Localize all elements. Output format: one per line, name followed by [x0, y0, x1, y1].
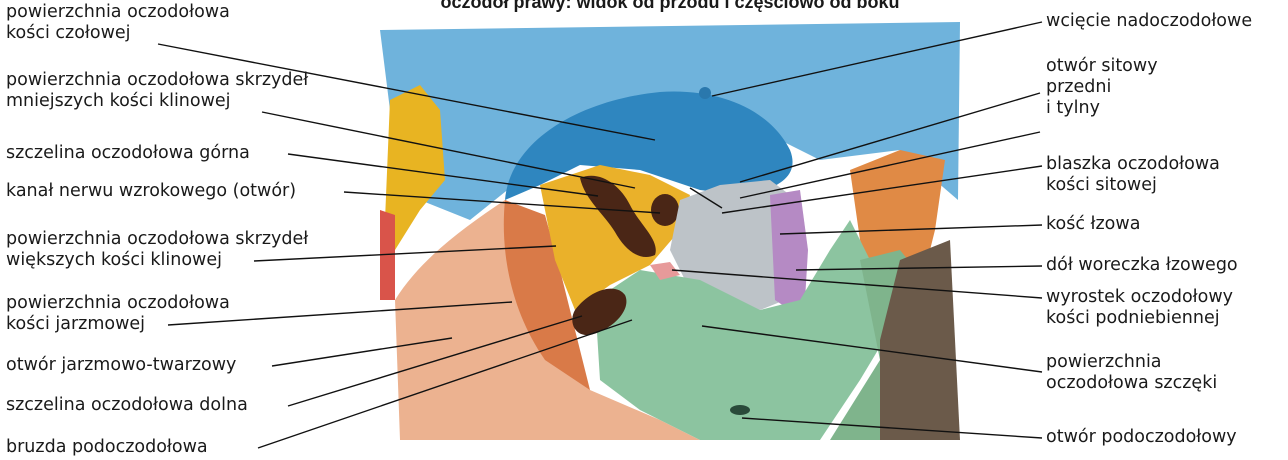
lacrimal-bone: [770, 190, 808, 310]
leader-r2c: [689, 187, 723, 209]
label-infraorbital-foramen: otwór podoczodołowy: [1046, 427, 1237, 448]
diagram-title: oczodół prawy: widok od przodu i częścio…: [440, 0, 900, 12]
label-lesser-wing-sphenoid: powierzchnia oczodołowa skrzydeł mniejsz…: [6, 70, 308, 112]
leader-l1: [157, 43, 656, 141]
label-line: otwór sitowy: [1046, 56, 1158, 76]
label-palatine-orbital-process: wyrostek oczodołowy kości podniebiennej: [1046, 287, 1233, 329]
label-ethmoid-orbital-plate: blaszka oczodołowa kości sitowej: [1046, 154, 1220, 196]
leader-l2: [261, 111, 636, 189]
label-line: kanał nerwu wzrokowego (otwór): [6, 181, 297, 201]
label-line: blaszka oczodołowa: [1046, 154, 1220, 174]
label-line: kość łzowa: [1046, 214, 1141, 234]
label-greater-wing-sphenoid: powierzchnia oczodołowa skrzydeł większy…: [6, 229, 308, 271]
label-maxilla-orbital-surface: powierzchnia oczodołowa szczęki: [1046, 352, 1217, 394]
label-lacrimal-sac-fossa: dół woreczka łzowego: [1046, 255, 1238, 276]
superior-orbital-fissure: [580, 175, 656, 258]
label-line: kości jarzmowej: [6, 314, 146, 334]
label-line: kości czołowej: [6, 23, 131, 43]
label-line: powierzchnia: [1046, 352, 1162, 372]
left-yellow-block: [385, 85, 445, 250]
label-line: dół woreczka łzowego: [1046, 255, 1238, 275]
palatine-orbital-process: [650, 262, 680, 280]
label-line: i tylny: [1046, 98, 1100, 118]
label-line: powierzchnia oczodołowa: [6, 2, 230, 22]
label-line: kości podniebiennej: [1046, 308, 1220, 328]
leader-r3: [721, 165, 1043, 214]
infraorbital-foramen: [730, 405, 750, 415]
label-line: oczodołowa szczęki: [1046, 373, 1218, 393]
label-line: powierzchnia oczodołowa skrzydeł: [6, 229, 309, 249]
label-line: wyrostek oczodołowy: [1046, 287, 1234, 307]
label-optic-canal: kanał nerwu wzrokowego (otwór): [6, 181, 296, 202]
leader-lines: [157, 21, 1043, 449]
label-line: powierzchnia oczodołowa skrzydeł: [6, 70, 309, 90]
label-line: większych kości klinowej: [6, 250, 222, 270]
leader-r5: [795, 265, 1043, 271]
label-line: szczelina oczodołowa górna: [6, 143, 250, 163]
frontal-bone-orbital-surface: [505, 91, 793, 200]
label-line: powierzchnia oczodołowa: [6, 293, 230, 313]
label-zygomaticofacial-foramen: otwór jarzmowo-twarzowy: [6, 355, 236, 376]
inferior-orbital-fissure: [572, 288, 627, 336]
leader-r8: [741, 417, 1043, 439]
label-line: kości sitowej: [1046, 175, 1157, 195]
leader-r4: [779, 224, 1043, 235]
leader-r7: [701, 325, 1043, 373]
leader-r1: [711, 21, 1043, 97]
label-frontal-orbital-surface: powierzchnia oczodołowa kości czołowej: [6, 2, 230, 44]
label-superior-orbital-fissure: szczelina oczodołowa górna: [6, 143, 250, 164]
leader-l8: [287, 315, 583, 407]
leader-l3: [287, 153, 599, 197]
supraorbital-notch: [699, 87, 711, 99]
ethmoid-orbital-plate: [670, 180, 790, 310]
label-supraorbital-notch: wcięcie nadoczodołowe: [1046, 11, 1252, 32]
label-zygomatic-orbital-surface: powierzchnia oczodołowa kości jarzmowej: [6, 293, 230, 335]
label-inferior-orbital-fissure: szczelina oczodołowa dolna: [6, 395, 248, 416]
leader-l6: [167, 301, 513, 326]
label-line: przedni: [1046, 77, 1112, 97]
greater-wing-sphenoid: [540, 165, 690, 310]
leader-l7: [271, 337, 453, 367]
label-line: wcięcie nadoczodołowe: [1046, 11, 1253, 31]
leader-l4: [343, 191, 661, 214]
leader-r2a: [739, 92, 1041, 183]
label-line: szczelina oczodołowa dolna: [6, 395, 248, 415]
optic-canal: [651, 194, 679, 226]
label-infraorbital-groove: bruzda podoczodołowa: [6, 437, 208, 458]
leader-r2b: [739, 131, 1041, 199]
label-line: mniejszych kości klinowej: [6, 91, 231, 111]
leader-l9: [257, 319, 633, 449]
label-ethmoidal-foramina: otwór sitowy przedni i tylny: [1046, 56, 1158, 119]
label-line: otwór jarzmowo-twarzowy: [6, 355, 237, 375]
zygomatic-bone: [395, 200, 700, 440]
label-line: otwór podoczodołowy: [1046, 427, 1237, 447]
leader-r6: [671, 269, 1043, 299]
leader-l5: [253, 245, 557, 262]
label-lacrimal-bone: kość łzowa: [1046, 214, 1140, 235]
label-line: bruzda podoczodołowa: [6, 437, 208, 457]
